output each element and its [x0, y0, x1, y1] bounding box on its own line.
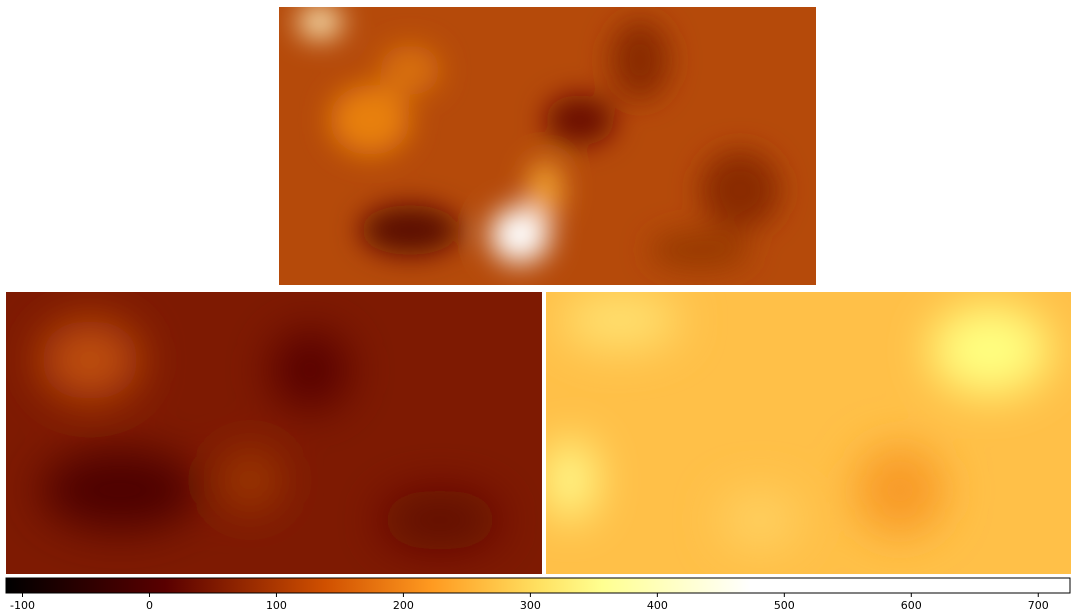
colorbar	[5, 577, 1071, 594]
map-bottom-right	[546, 292, 1071, 574]
map-bottom-left	[6, 292, 542, 574]
map-top	[279, 7, 816, 285]
tick-label: 600	[901, 599, 922, 612]
tick-label: 500	[774, 599, 795, 612]
tick-label: 400	[647, 599, 668, 612]
tick-label: 700	[1028, 599, 1049, 612]
tick-label: 300	[520, 599, 541, 612]
tick-label: 100	[266, 599, 287, 612]
tick-label: 0	[146, 599, 153, 612]
tick-label: -100	[10, 599, 35, 612]
tick-label: 200	[393, 599, 414, 612]
